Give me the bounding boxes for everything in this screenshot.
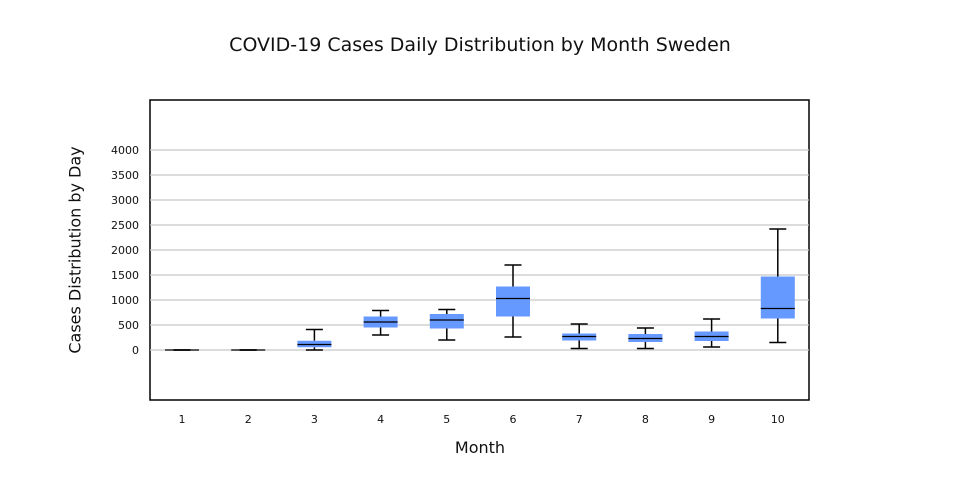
box-month-3	[297, 328, 332, 351]
x-axis-label: Month	[454, 438, 506, 457]
y-tick-label: 2500	[111, 219, 139, 232]
box-month-9	[694, 318, 729, 348]
y-tick-label: 4000	[111, 144, 139, 157]
box-month-5	[429, 308, 464, 341]
y-tick-label: 500	[118, 319, 139, 332]
grid-lines	[150, 149, 809, 351]
x-tick-label: 9	[708, 413, 715, 426]
iqr-box	[496, 286, 530, 317]
y-tick-label: 3000	[111, 194, 139, 207]
box-month-6	[496, 264, 530, 338]
box-month-10	[760, 228, 795, 344]
x-tick-label: 10	[771, 413, 785, 426]
y-tick-label: 1000	[111, 294, 139, 307]
y-tick-label: 2000	[111, 244, 139, 257]
y-tick-label: 3500	[111, 169, 139, 182]
y-tick-label: 0	[132, 344, 139, 357]
box-month-4	[363, 309, 398, 336]
x-tick-label: 6	[510, 413, 517, 426]
box-month-7	[562, 323, 597, 350]
x-tick-labels: 1 2 3 4 5 6 7 8 9 10	[179, 413, 785, 426]
iqr-box	[760, 276, 795, 319]
box-series	[165, 228, 795, 351]
chart-title: COVID-19 Cases Daily Distribution by Mon…	[229, 34, 731, 56]
x-tick-label: 7	[576, 413, 583, 426]
y-tick-label: 1500	[111, 269, 139, 282]
x-tick-label: 1	[179, 413, 186, 426]
x-tick-label: 2	[245, 413, 252, 426]
y-tick-labels: 0 500 1000 1500 2000 2500 3000 3500 4000	[111, 144, 139, 357]
x-tick-label: 4	[377, 413, 384, 426]
x-tick-label: 5	[443, 413, 450, 426]
x-tick-label: 3	[311, 413, 318, 426]
x-tick-label: 8	[642, 413, 649, 426]
box-month-8	[628, 327, 663, 350]
iqr-box	[429, 314, 464, 329]
